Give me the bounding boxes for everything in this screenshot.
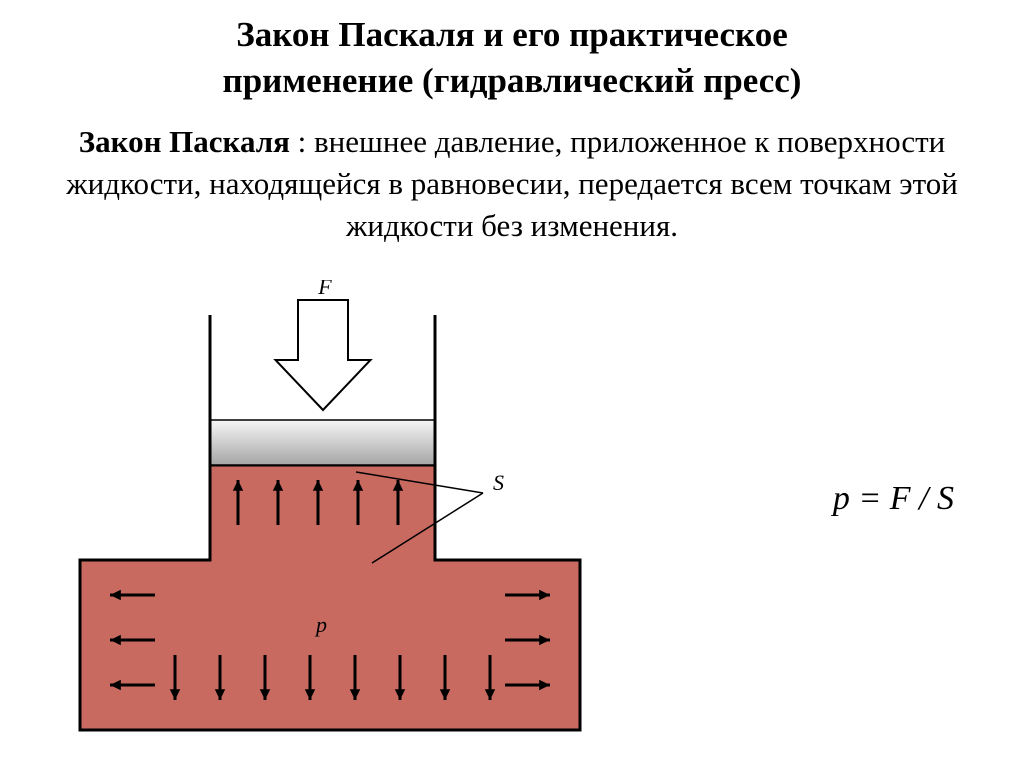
svg-text:F: F (317, 280, 332, 299)
title-line-2: применение (гидравлический пресс) (0, 58, 1024, 104)
title-line-1: Закон Паскаля и его практическое (0, 12, 1024, 58)
definition-text: Закон Паскаля : внешнее давление, прилож… (0, 121, 1024, 247)
page-title: Закон Паскаля и его практическое примене… (0, 0, 1024, 103)
svg-text:p: p (314, 612, 327, 637)
svg-text:S: S (493, 470, 504, 495)
diagram-svg: F Sp (50, 280, 610, 740)
pressure-formula: p = F / S (833, 480, 954, 518)
pascal-diagram: F Sp (50, 280, 610, 740)
definition-term: Закон Паскаля (79, 124, 290, 159)
